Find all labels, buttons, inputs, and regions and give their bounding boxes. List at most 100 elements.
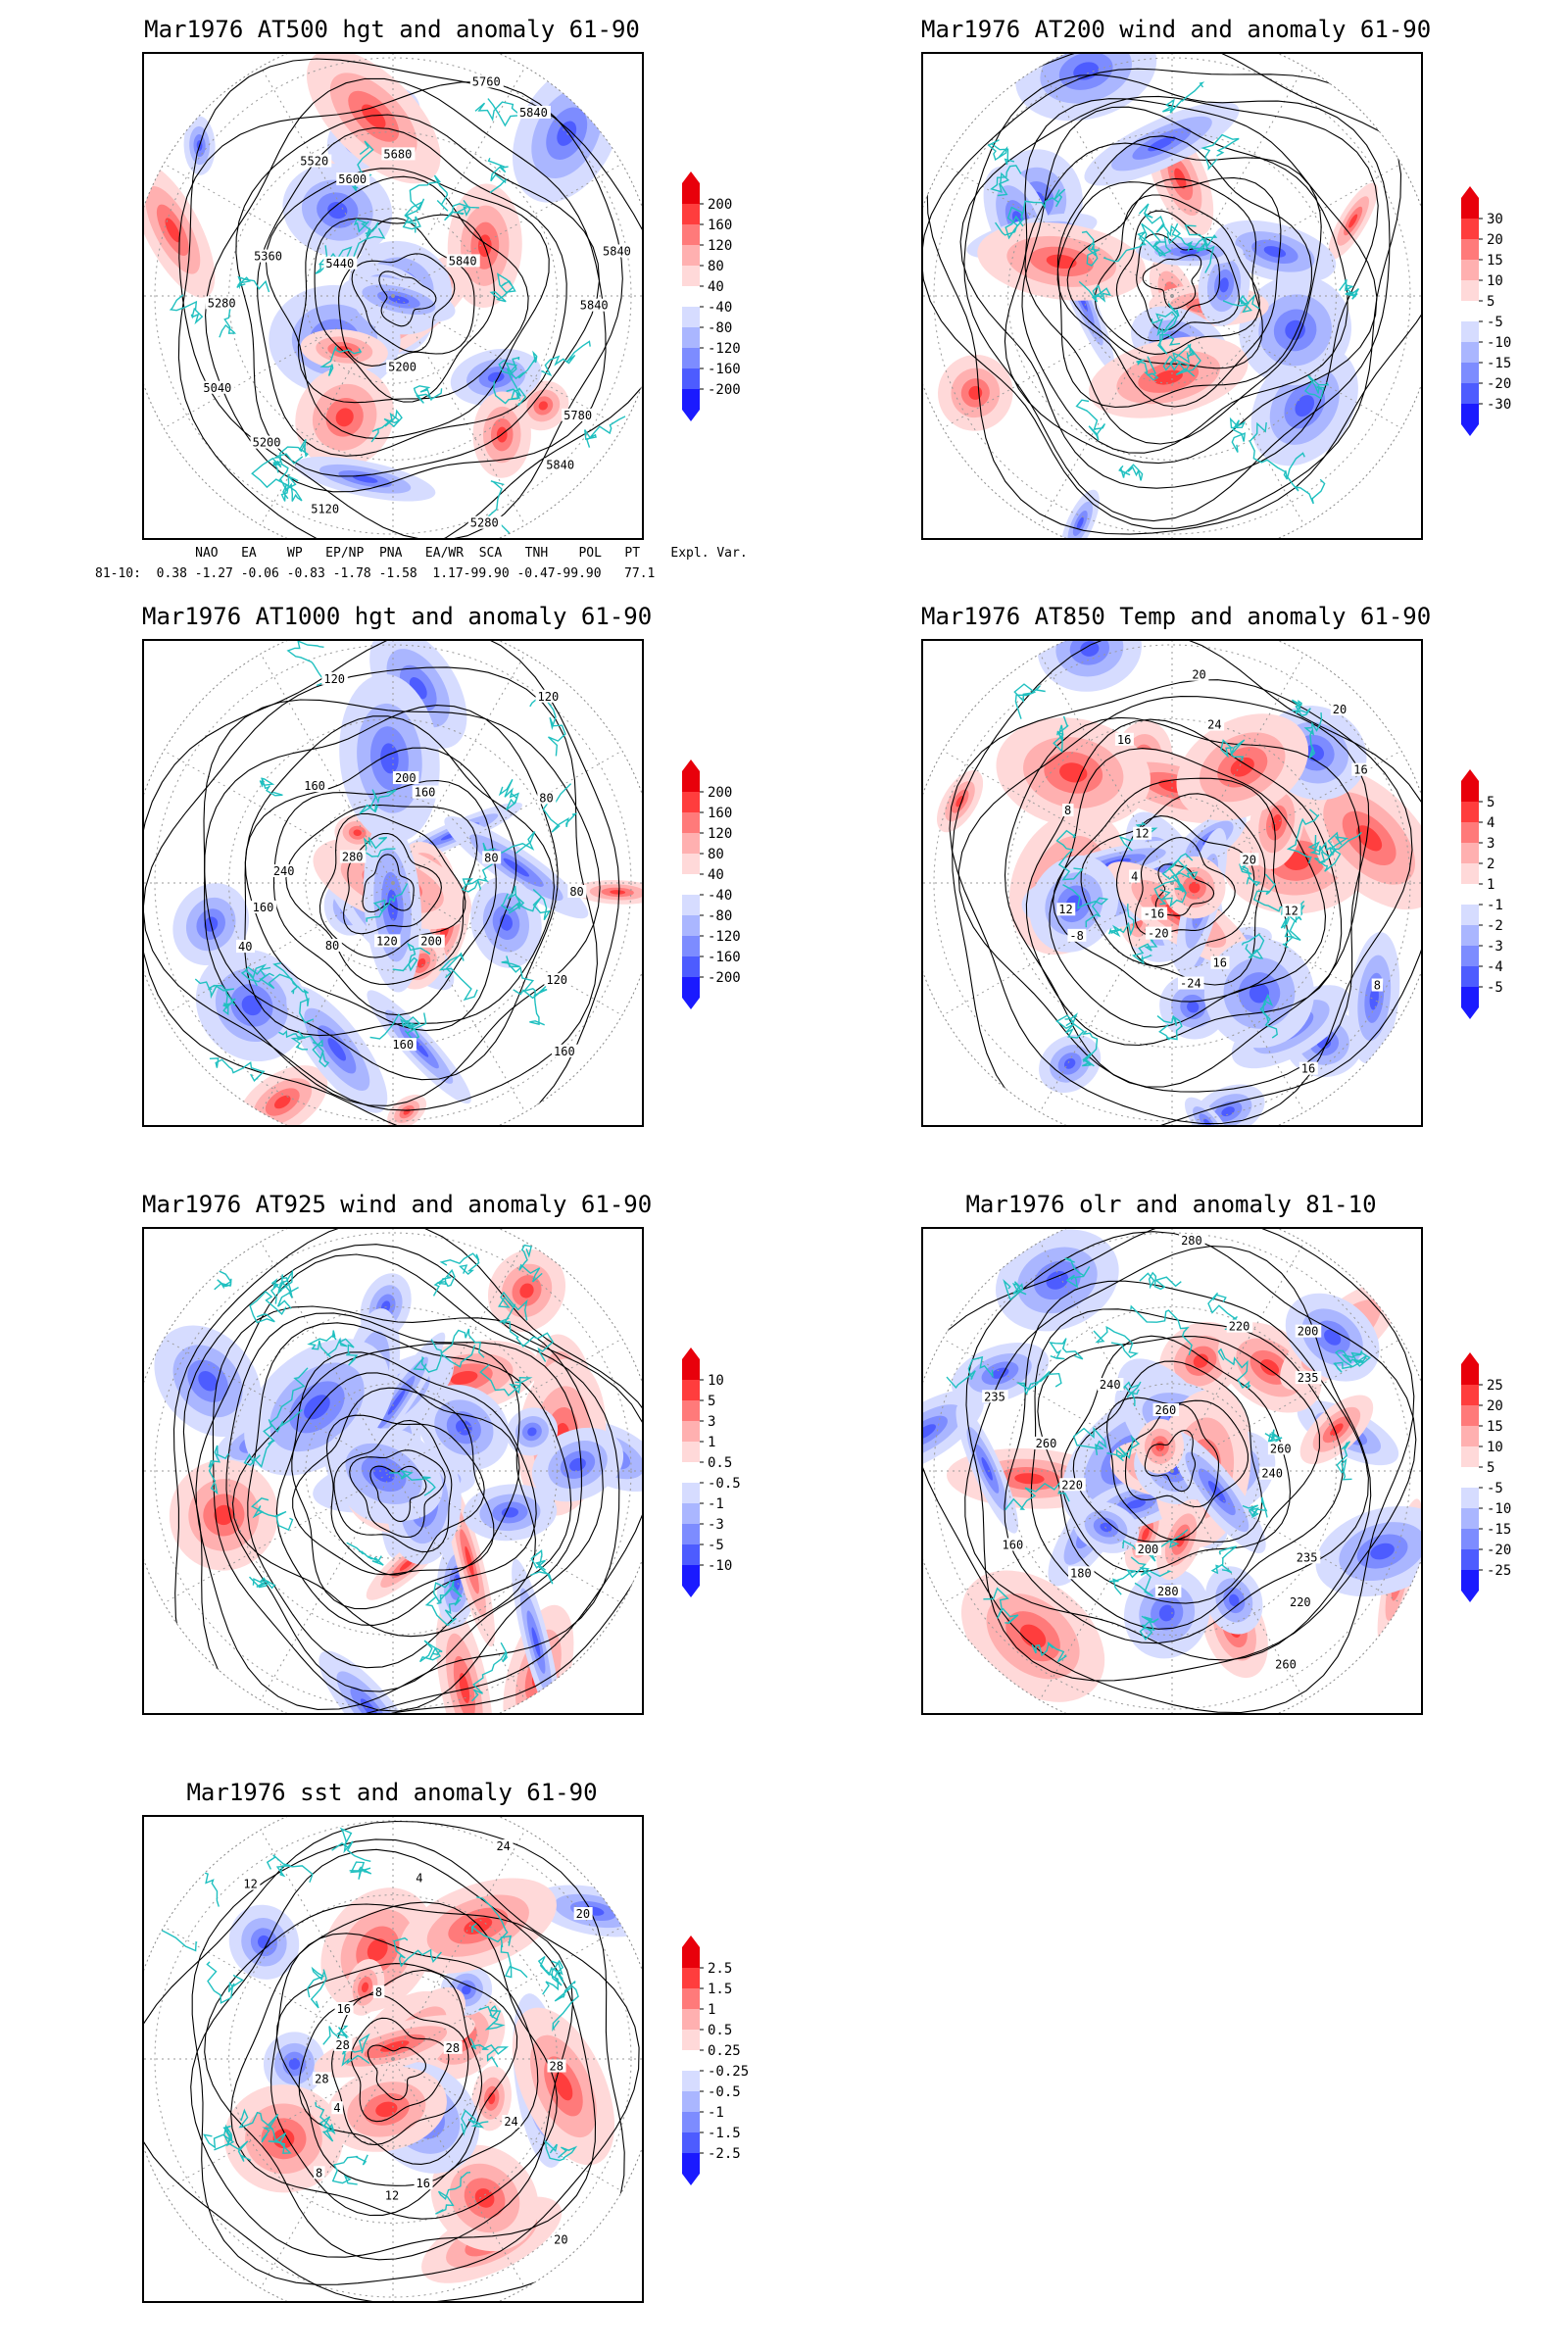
contour-label-bg bbox=[1056, 903, 1076, 916]
contour-line bbox=[1053, 777, 1288, 1003]
coastline bbox=[1136, 356, 1159, 381]
colorbar-segment bbox=[682, 1359, 700, 1380]
contour-label: 160 bbox=[392, 1038, 414, 1052]
anomaly-shade bbox=[416, 957, 426, 968]
latitude-circle bbox=[305, 1971, 481, 2147]
contour-label: 200 bbox=[1298, 1325, 1319, 1339]
coastline bbox=[366, 883, 409, 922]
coastline bbox=[208, 1445, 229, 1495]
map-svg-925 bbox=[144, 1229, 642, 1713]
anomaly-shade bbox=[538, 401, 549, 411]
contour-label: 280 bbox=[1157, 1585, 1179, 1598]
colorbar-label: 1 bbox=[708, 2002, 715, 2018]
coastline bbox=[946, 1355, 994, 1390]
anomaly-shade bbox=[273, 1095, 291, 1109]
contour-label-bg bbox=[544, 973, 570, 987]
coastline bbox=[1003, 1279, 1027, 1301]
contour-label: 160 bbox=[1003, 1538, 1024, 1551]
coastline bbox=[413, 385, 443, 404]
contour-line bbox=[204, 1903, 573, 2261]
contour-label-bg bbox=[336, 172, 370, 186]
colorbar-segment bbox=[682, 812, 700, 833]
contour-label: 5780 bbox=[564, 409, 592, 422]
map-layer bbox=[144, 1229, 642, 1713]
contour-label: 260 bbox=[1036, 1437, 1057, 1450]
colorbar-label: -120 bbox=[708, 929, 741, 945]
colorbar-label: -4 bbox=[1487, 959, 1503, 975]
contour-line bbox=[1037, 1336, 1320, 1604]
coastline bbox=[529, 1549, 554, 1585]
contour-label: 280 bbox=[1181, 1234, 1202, 1248]
contour-line bbox=[225, 1312, 582, 1692]
contour-line bbox=[959, 95, 1379, 489]
colorbar-segment bbox=[682, 977, 700, 998]
map-layer bbox=[144, 54, 642, 538]
contour-line bbox=[1142, 254, 1202, 310]
contour-label-bg bbox=[414, 2177, 433, 2190]
anomaly-shade bbox=[956, 795, 964, 808]
panel-title-200: Mar1976 AT200 wind and anomaly 61-90 bbox=[921, 16, 1432, 43]
contour-label-bg bbox=[1059, 1478, 1086, 1492]
anomaly-shade bbox=[1126, 1498, 1147, 1509]
contour-label: 12 bbox=[1284, 904, 1298, 917]
contour-line bbox=[1060, 1335, 1292, 1573]
coastline bbox=[1156, 1015, 1183, 1041]
contour-label: 160 bbox=[554, 1045, 575, 1058]
contour-line bbox=[1134, 836, 1236, 937]
colorbar-segment bbox=[682, 1462, 700, 1483]
coastline bbox=[1167, 858, 1199, 893]
contour-label-bg bbox=[205, 296, 239, 310]
coastline bbox=[1062, 884, 1109, 928]
coastline bbox=[500, 885, 525, 914]
colorbar-segment bbox=[1461, 321, 1479, 342]
colorbar-label: 3 bbox=[1487, 836, 1494, 852]
colorbar-label: -20 bbox=[1487, 376, 1511, 392]
colorbar-arrow-top bbox=[682, 172, 700, 183]
map-layer bbox=[923, 1229, 1421, 1713]
colorbar-segment bbox=[682, 915, 700, 936]
contour-label-bg bbox=[446, 254, 480, 268]
anomaly-shade bbox=[450, 1371, 478, 1385]
contour-line bbox=[325, 1414, 485, 1576]
colorbar-segment bbox=[1461, 383, 1479, 404]
coastline bbox=[474, 98, 522, 127]
coastline bbox=[1309, 831, 1362, 858]
colorbar-segment bbox=[1461, 884, 1479, 905]
contour-label: 120 bbox=[376, 934, 398, 948]
contour-label-bg bbox=[577, 298, 612, 312]
map-svg-850: 12 8 16 16 -24 -20 -16 -8 12 4 8 12 16 20 24 20 16 20 bbox=[923, 641, 1421, 1125]
anomaly-shade bbox=[1076, 516, 1084, 530]
contour-line bbox=[1124, 1403, 1220, 1508]
contour-label: 4 bbox=[333, 2101, 340, 2115]
colorbar-label: 4 bbox=[1487, 815, 1494, 831]
anomaly-shade bbox=[501, 1507, 519, 1518]
coastline bbox=[461, 2109, 489, 2136]
contour-label: 5200 bbox=[388, 360, 416, 373]
contour-line bbox=[367, 2044, 427, 2101]
coastline bbox=[537, 1955, 560, 1995]
colorbar-label: 5 bbox=[1487, 795, 1494, 810]
contour-label: 20 bbox=[1192, 668, 1205, 682]
colorbar-label: -5 bbox=[1487, 315, 1503, 330]
colorbar-arrow-bottom bbox=[682, 1586, 700, 1597]
contour-label-bg bbox=[314, 2166, 325, 2180]
colorbar-label: -160 bbox=[708, 950, 741, 965]
colorbar-arrow-top bbox=[682, 1348, 700, 1359]
contour-label-bg bbox=[252, 249, 286, 263]
contour-label: 8 bbox=[316, 2166, 322, 2180]
coastline bbox=[1108, 1556, 1147, 1595]
contour-label: 260 bbox=[1275, 1657, 1297, 1671]
anomaly-shade bbox=[1019, 1624, 1047, 1648]
anomaly-shade bbox=[361, 1982, 369, 1993]
coastline bbox=[240, 963, 271, 987]
contour-label-bg bbox=[516, 105, 551, 119]
coastline bbox=[266, 1854, 314, 1883]
colorbar-segment bbox=[682, 183, 700, 204]
colorbar-label: 30 bbox=[1487, 212, 1503, 227]
contour-label: -8 bbox=[1069, 929, 1083, 943]
coastline bbox=[499, 1317, 555, 1362]
contour-label: 4 bbox=[416, 1871, 422, 1885]
colorbar-arrow-bottom bbox=[682, 410, 700, 421]
contour-label: 160 bbox=[415, 786, 436, 800]
coastline bbox=[439, 1252, 480, 1276]
